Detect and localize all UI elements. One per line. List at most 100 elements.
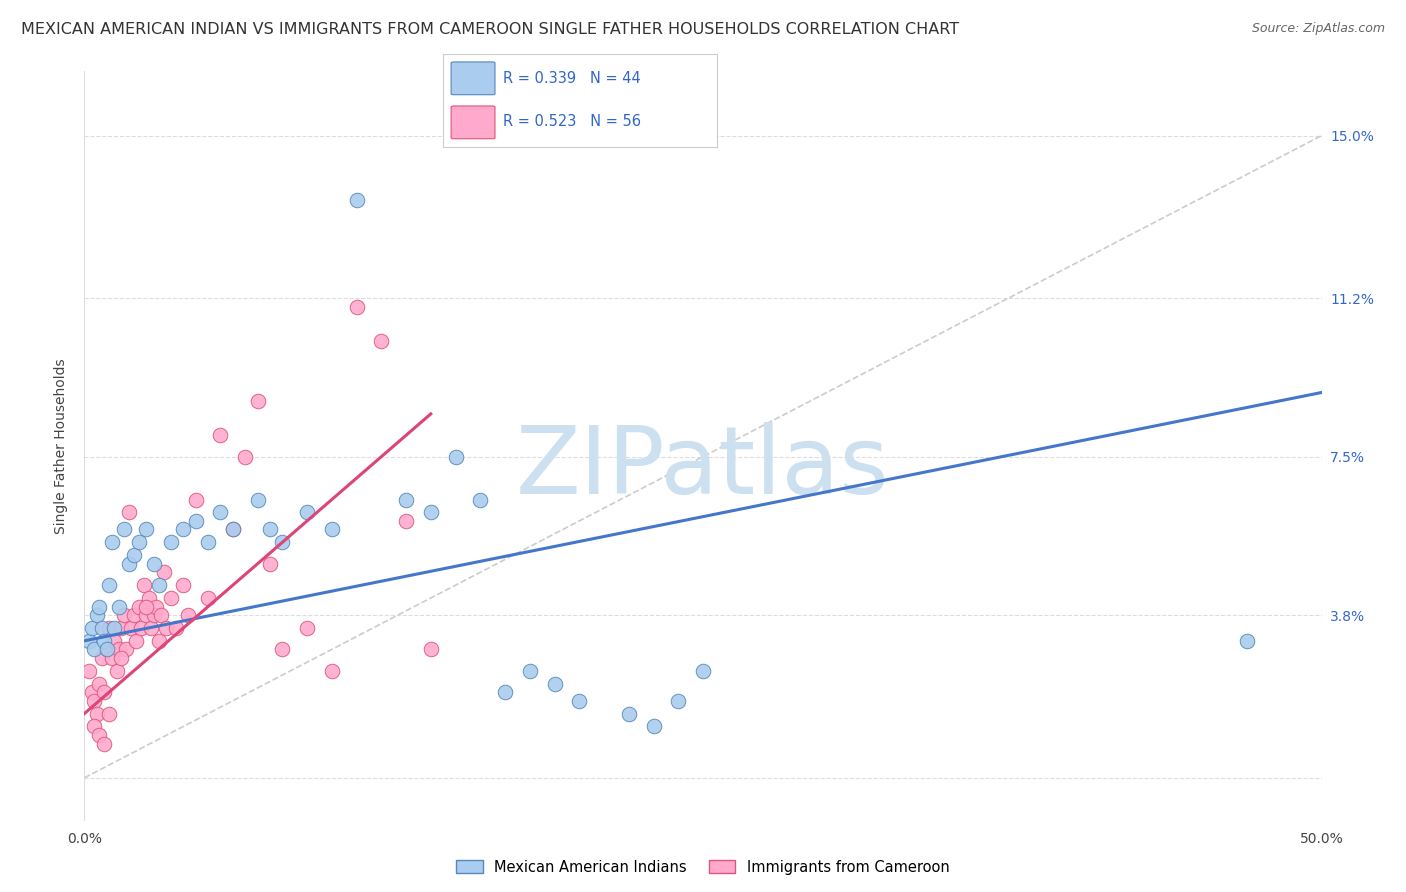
Point [271, 642, 294, 657]
Legend: Mexican American Indians, Immigrants from Cameroon: Mexican American Indians, Immigrants fro… [451, 855, 955, 880]
Point [103, 633, 125, 648]
Point [128, 599, 150, 614]
Point [395, 514, 418, 528]
Point [89, 599, 111, 614]
Point [112, 523, 135, 537]
Point [110, 651, 132, 665]
Point [135, 523, 157, 537]
Point [222, 523, 245, 537]
Point [108, 642, 131, 657]
Point [83, 642, 105, 657]
Point [141, 621, 163, 635]
Point [98, 578, 121, 592]
Point [160, 591, 183, 605]
Point [155, 621, 177, 635]
Point [90, 621, 112, 635]
Point [519, 664, 541, 678]
Point [222, 523, 245, 537]
Point [103, 621, 125, 635]
Point [122, 608, 145, 623]
Point [419, 505, 441, 519]
Text: ZIPatlas: ZIPatlas [516, 423, 890, 515]
Point [100, 651, 122, 665]
Point [395, 492, 418, 507]
Point [271, 535, 294, 549]
Point [86, 608, 108, 623]
Point [80, 621, 103, 635]
Point [93, 633, 115, 648]
Point [346, 193, 368, 207]
Point [150, 608, 173, 623]
Point [80, 685, 103, 699]
Point [83, 719, 105, 733]
Text: Source: ZipAtlas.com: Source: ZipAtlas.com [1251, 22, 1385, 36]
Point [89, 728, 111, 742]
Point [132, 578, 155, 592]
Point [444, 450, 467, 464]
Point [568, 694, 591, 708]
Point [90, 651, 112, 665]
Point [118, 505, 141, 519]
FancyBboxPatch shape [451, 106, 495, 139]
Point [295, 505, 318, 519]
Point [98, 706, 121, 721]
Point [142, 608, 165, 623]
Point [96, 642, 118, 657]
Point [666, 694, 689, 708]
Text: R = 0.339   N = 44: R = 0.339 N = 44 [503, 70, 641, 86]
Point [172, 523, 194, 537]
Point [148, 633, 170, 648]
Point [209, 428, 232, 442]
Point [617, 706, 640, 721]
Point [419, 642, 441, 657]
FancyBboxPatch shape [451, 62, 495, 95]
Point [321, 664, 343, 678]
Point [135, 599, 157, 614]
Point [118, 557, 141, 571]
Point [96, 642, 118, 657]
Point [165, 621, 187, 635]
Point [148, 578, 170, 592]
Point [370, 334, 392, 348]
Point [128, 535, 150, 549]
Point [93, 685, 115, 699]
Point [152, 566, 174, 580]
Point [197, 591, 219, 605]
Point [100, 535, 122, 549]
Point [259, 523, 281, 537]
Point [259, 557, 281, 571]
Point [112, 608, 135, 623]
Point [122, 548, 145, 562]
Point [79, 664, 101, 678]
Point [142, 557, 165, 571]
Point [321, 523, 343, 537]
Point [108, 599, 131, 614]
Point [209, 505, 232, 519]
Point [93, 737, 115, 751]
Point [135, 608, 157, 623]
Point [246, 492, 269, 507]
Point [197, 535, 219, 549]
Point [494, 685, 516, 699]
Point [172, 578, 194, 592]
Point [83, 694, 105, 708]
Point [115, 642, 138, 657]
Text: R = 0.523   N = 56: R = 0.523 N = 56 [503, 114, 641, 129]
Point [138, 591, 160, 605]
Point [98, 621, 121, 635]
Point [543, 676, 565, 690]
Y-axis label: Single Father Households: Single Father Households [55, 359, 69, 533]
Text: MEXICAN AMERICAN INDIAN VS IMMIGRANTS FROM CAMEROON SINGLE FATHER HOUSEHOLDS COR: MEXICAN AMERICAN INDIAN VS IMMIGRANTS FR… [21, 22, 959, 37]
Point [184, 514, 207, 528]
Point [110, 621, 132, 635]
Point [125, 633, 148, 648]
Point [233, 450, 256, 464]
Point [79, 633, 101, 648]
Point [120, 621, 142, 635]
Point [692, 664, 714, 678]
Point [184, 492, 207, 507]
Point [1236, 633, 1258, 648]
Point [246, 394, 269, 409]
Point [89, 676, 111, 690]
Point [129, 621, 152, 635]
